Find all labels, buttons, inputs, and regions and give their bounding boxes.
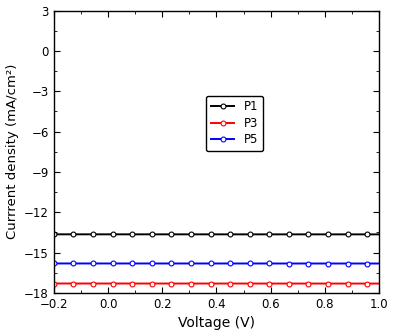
P3 bbox=[346, 282, 351, 286]
P1 bbox=[244, 232, 249, 236]
P1 bbox=[52, 232, 56, 236]
P3 bbox=[52, 282, 57, 286]
P1 bbox=[325, 233, 330, 237]
P3 bbox=[251, 282, 255, 286]
P1 bbox=[346, 233, 351, 237]
P3 bbox=[244, 282, 249, 286]
P5 bbox=[244, 261, 249, 265]
P3 bbox=[325, 282, 330, 286]
P1 bbox=[52, 232, 57, 236]
Line: P5: P5 bbox=[51, 261, 381, 266]
P5 bbox=[52, 261, 57, 265]
P1 bbox=[377, 233, 381, 237]
X-axis label: Voltage (V): Voltage (V) bbox=[178, 317, 255, 330]
P3 bbox=[245, 282, 250, 286]
P5 bbox=[377, 261, 381, 265]
P5 bbox=[52, 261, 56, 265]
Line: P3: P3 bbox=[51, 281, 381, 286]
P5 bbox=[251, 261, 255, 265]
P1 bbox=[245, 232, 250, 236]
Y-axis label: Currrent density (mA/cm²): Currrent density (mA/cm²) bbox=[6, 64, 19, 240]
P1 bbox=[251, 232, 255, 236]
P3 bbox=[377, 282, 381, 286]
P5 bbox=[325, 261, 330, 265]
Line: P1: P1 bbox=[51, 232, 381, 237]
P5 bbox=[245, 261, 250, 265]
P5 bbox=[346, 261, 351, 265]
P3 bbox=[52, 282, 56, 286]
Legend: P1, P3, P5: P1, P3, P5 bbox=[206, 95, 263, 151]
